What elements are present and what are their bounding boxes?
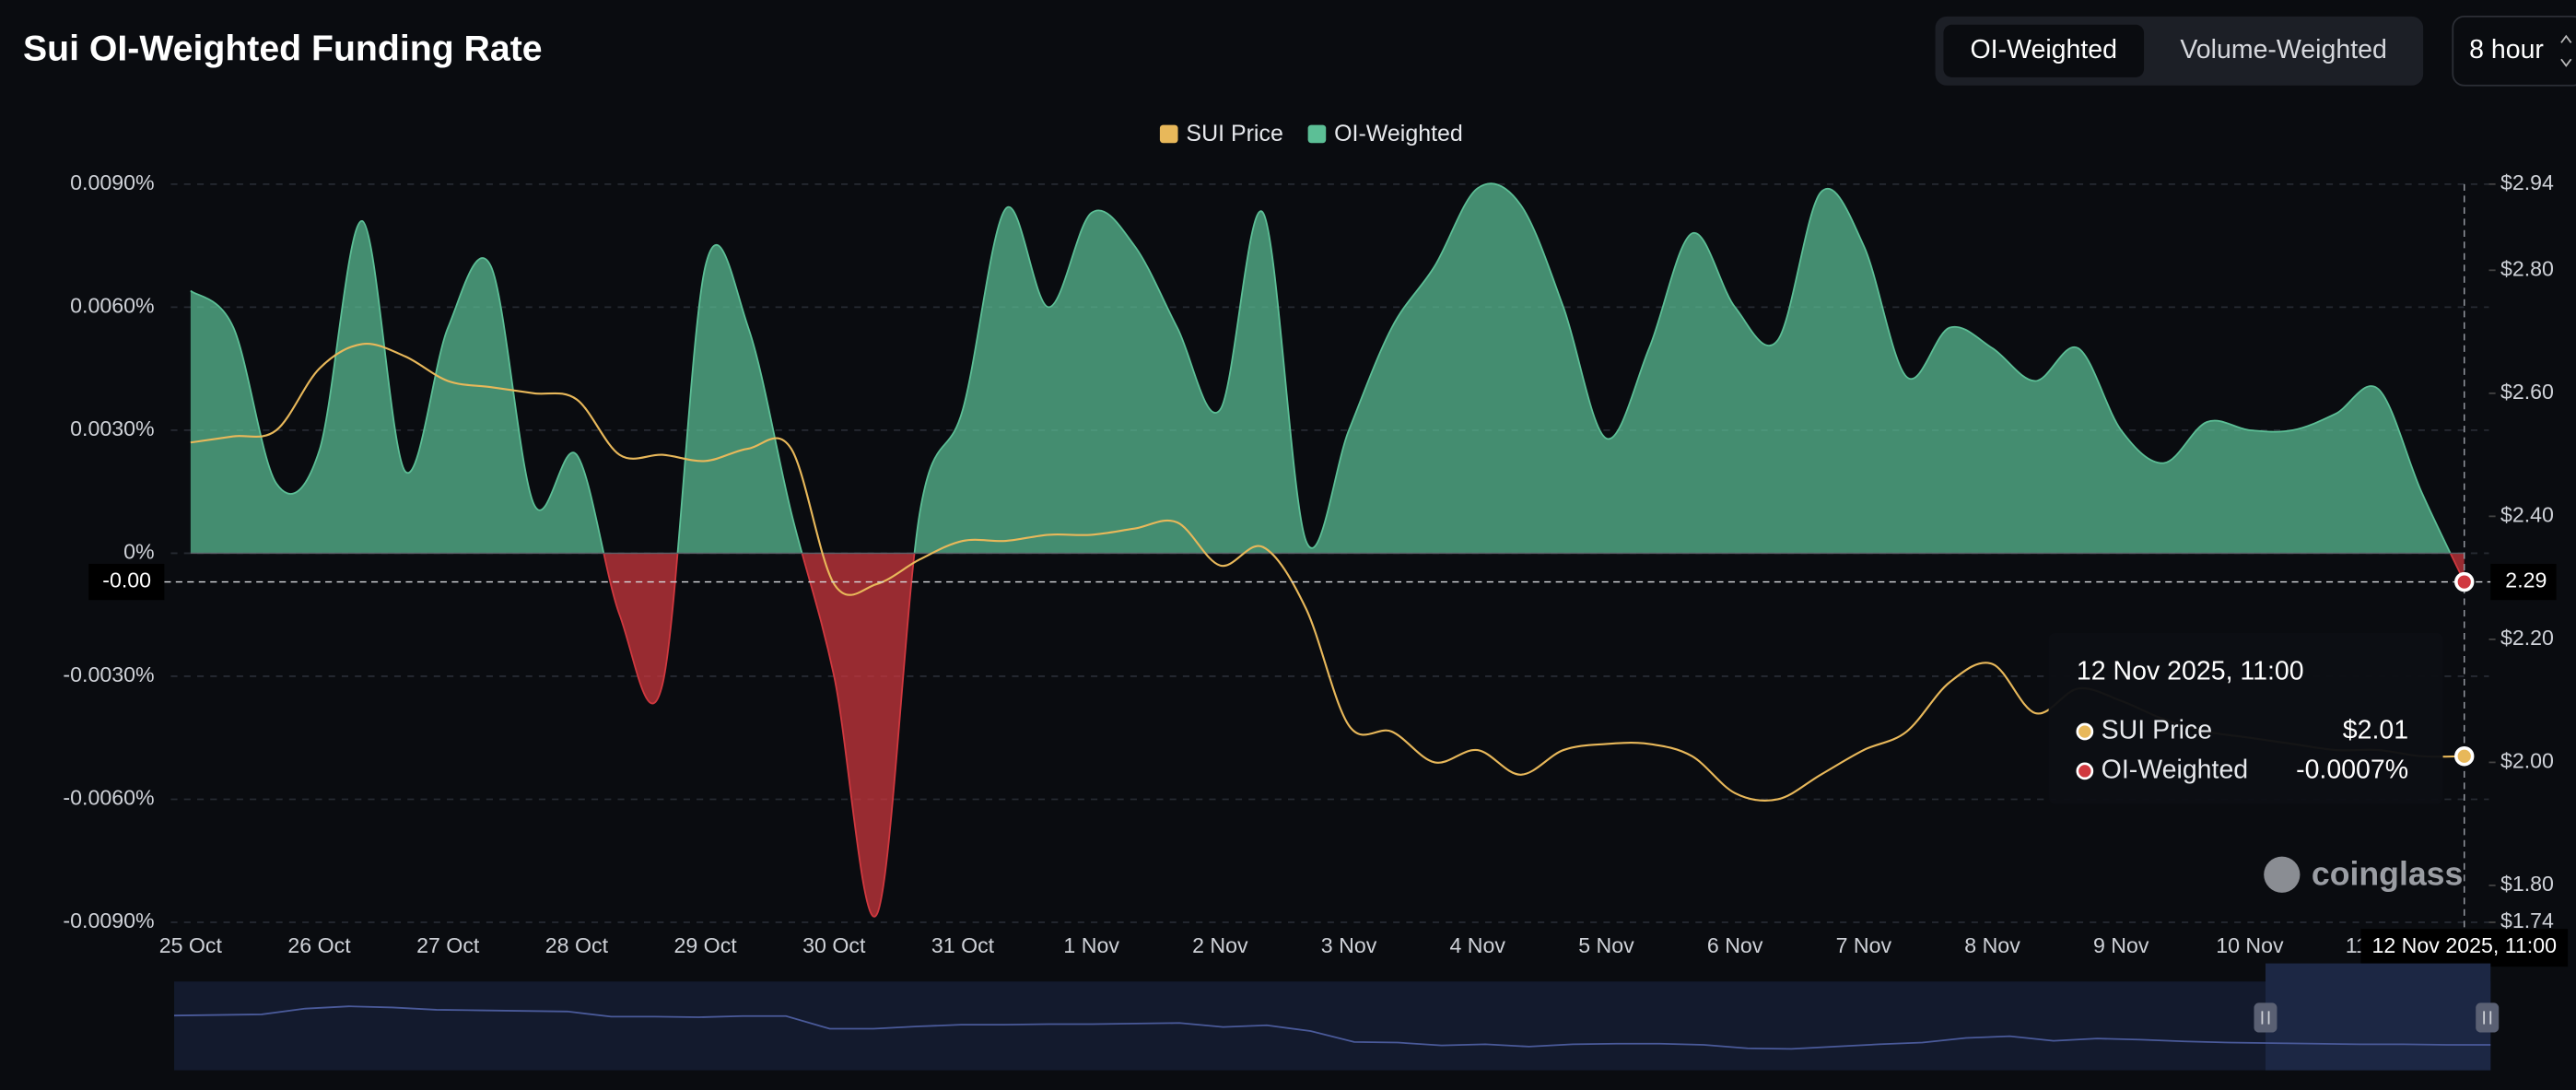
y-tick-label: -0.0090% [63, 908, 154, 932]
handle-grip [2261, 1011, 2270, 1025]
watermark-icon [2264, 856, 2301, 893]
x-tick-label: 3 Nov [1321, 933, 1377, 957]
y-tick-label: 0% [123, 540, 154, 564]
y-tick-label: 0.0030% [70, 416, 154, 440]
crosshair-x-label: 12 Nov 2025, 11:00 [2371, 933, 2556, 957]
navigator-handle[interactable] [2254, 1002, 2277, 1033]
x-tick-label: 1 Nov [1063, 933, 1119, 957]
crosshair-y-label: -0.00 [102, 568, 151, 592]
legend-swatch [1159, 124, 1178, 144]
crosshair-x-box [2360, 929, 2569, 967]
x-tick-label: 5 Nov [1578, 933, 1634, 957]
tooltip-name: SUI Price [2102, 716, 2212, 745]
x-tick-label: 6 Nov [1707, 933, 1763, 957]
x-tick-label: 29 Oct [673, 933, 737, 957]
x-tick-label: 4 Nov [1450, 933, 1506, 957]
y2-tick-label: $1.74 [2500, 908, 2554, 932]
legend-label[interactable]: SUI Price [1186, 121, 1282, 147]
tooltip-dot [2076, 762, 2094, 780]
x-tick-label: 27 Oct [416, 933, 480, 957]
tooltip-value: -0.0007% [2296, 755, 2408, 784]
y2-tick-label: $2.60 [2500, 380, 2554, 404]
crosshair-y-box [88, 563, 165, 601]
interval-dropdown[interactable] [2452, 15, 2576, 87]
crosshair-y2-box [2490, 563, 2557, 601]
x-tick-label: 2 Nov [1192, 933, 1248, 957]
navigator-handle[interactable] [2476, 1002, 2500, 1033]
y-tick-label: 0.0090% [70, 170, 154, 194]
y2-tick-label: $2.00 [2500, 749, 2554, 773]
tooltip-dot [2076, 722, 2094, 741]
chart-title: Sui OI-Weighted Funding Rate [23, 29, 543, 69]
toggle-option[interactable]: Volume-Weighted [2180, 35, 2386, 64]
x-tick-label: 30 Oct [802, 933, 866, 957]
tooltip-name: OI-Weighted [2102, 755, 2249, 784]
x-tick-label: 9 Nov [2093, 933, 2149, 957]
funding-area [190, 183, 2465, 554]
y2-tick-label: $1.80 [2500, 872, 2554, 896]
x-tick-label: 26 Oct [287, 933, 351, 957]
funding-dot [2454, 571, 2475, 592]
legend-label[interactable]: OI-Weighted [1334, 121, 1463, 147]
toggle-active[interactable] [1943, 24, 2145, 77]
y2-tick-label: $2.94 [2500, 170, 2554, 194]
interval-label[interactable]: 8 hour [2469, 35, 2544, 64]
funding-line [190, 182, 2452, 554]
y2-tick-label: $2.20 [2500, 626, 2554, 650]
y-tick-label: -0.0060% [63, 786, 154, 810]
tooltip-value: $2.01 [2343, 716, 2408, 745]
navigator [174, 981, 2491, 1071]
tooltip-title: 12 Nov 2025, 11:00 [2077, 656, 2304, 686]
y-tick-label: 0.0060% [70, 293, 154, 317]
handle-grip [2483, 1011, 2492, 1025]
y2-tick-label: $2.40 [2500, 502, 2554, 526]
x-tick-label: 10 Nov [2216, 933, 2284, 957]
watermark: coinglass [2312, 855, 2463, 892]
y-tick-label: -0.0030% [63, 662, 154, 686]
navigator-line [174, 1005, 2491, 1050]
x-tick-label: 28 Oct [545, 933, 609, 957]
toggle-option[interactable]: OI-Weighted [1970, 35, 2117, 64]
navigator-selection [2265, 963, 2491, 1071]
x-tick-label: 31 Oct [931, 933, 995, 957]
tooltip-box [2048, 632, 2443, 804]
dropdown-icon [2560, 34, 2572, 67]
x-tick-label: 8 Nov [1964, 933, 2020, 957]
crosshair-y2-label: 2.29 [2505, 568, 2547, 592]
legend-swatch [1307, 124, 1327, 144]
x-tick-label: 7 Nov [1836, 933, 1892, 957]
x-tick-label: 25 Oct [159, 933, 223, 957]
price-dot [2454, 746, 2475, 767]
y2-tick-label: $2.80 [2500, 256, 2554, 280]
